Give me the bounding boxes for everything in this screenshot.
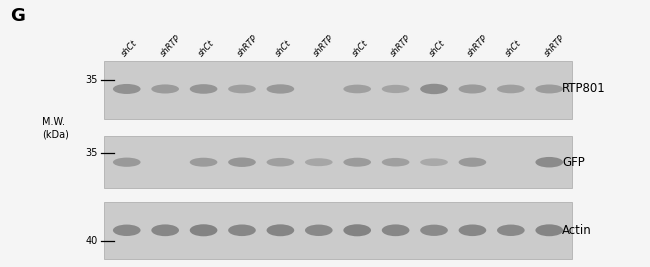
Bar: [104, 61, 572, 119]
Text: 35: 35: [85, 75, 98, 85]
Ellipse shape: [382, 85, 410, 93]
Ellipse shape: [113, 225, 140, 236]
Bar: [104, 202, 572, 259]
Ellipse shape: [420, 225, 448, 236]
Text: shCt: shCt: [428, 39, 447, 59]
Text: M.W.
(kDa): M.W. (kDa): [42, 117, 69, 139]
Ellipse shape: [420, 84, 448, 94]
Ellipse shape: [266, 224, 294, 236]
Text: shCt: shCt: [120, 39, 140, 59]
Ellipse shape: [343, 224, 371, 236]
Text: 35: 35: [85, 148, 98, 158]
Ellipse shape: [305, 225, 333, 236]
Text: Actin: Actin: [562, 224, 592, 237]
Ellipse shape: [266, 84, 294, 94]
Ellipse shape: [228, 85, 256, 93]
Text: 40: 40: [85, 235, 98, 246]
Ellipse shape: [113, 84, 140, 94]
Ellipse shape: [497, 85, 525, 93]
Ellipse shape: [459, 225, 486, 236]
Text: shCt: shCt: [504, 39, 524, 59]
Text: shRTP: shRTP: [159, 34, 183, 59]
Ellipse shape: [382, 158, 410, 167]
Bar: [104, 136, 572, 188]
Text: RTP801: RTP801: [562, 83, 606, 96]
Ellipse shape: [343, 158, 371, 167]
Ellipse shape: [420, 158, 448, 166]
Ellipse shape: [536, 157, 563, 167]
Text: shCt: shCt: [197, 39, 216, 59]
Text: shRTP: shRTP: [389, 34, 413, 59]
Ellipse shape: [382, 224, 410, 236]
Text: G: G: [10, 7, 25, 25]
Ellipse shape: [190, 84, 217, 94]
Ellipse shape: [190, 224, 217, 236]
Ellipse shape: [151, 224, 179, 236]
Ellipse shape: [228, 225, 256, 236]
Ellipse shape: [459, 84, 486, 93]
Ellipse shape: [151, 84, 179, 93]
Ellipse shape: [190, 158, 217, 167]
Text: shRTP: shRTP: [235, 34, 259, 59]
Text: shRTP: shRTP: [543, 34, 567, 59]
Ellipse shape: [343, 85, 371, 93]
Ellipse shape: [113, 158, 140, 167]
Ellipse shape: [536, 84, 563, 93]
Ellipse shape: [536, 224, 563, 236]
Text: shCt: shCt: [350, 39, 370, 59]
Text: GFP: GFP: [562, 156, 585, 169]
Ellipse shape: [305, 158, 333, 166]
Text: shCt: shCt: [274, 39, 293, 59]
Ellipse shape: [459, 158, 486, 167]
Text: shRTP: shRTP: [466, 34, 490, 59]
Ellipse shape: [497, 225, 525, 236]
Ellipse shape: [228, 158, 256, 167]
Ellipse shape: [266, 158, 294, 167]
Text: shRTP: shRTP: [312, 34, 336, 59]
